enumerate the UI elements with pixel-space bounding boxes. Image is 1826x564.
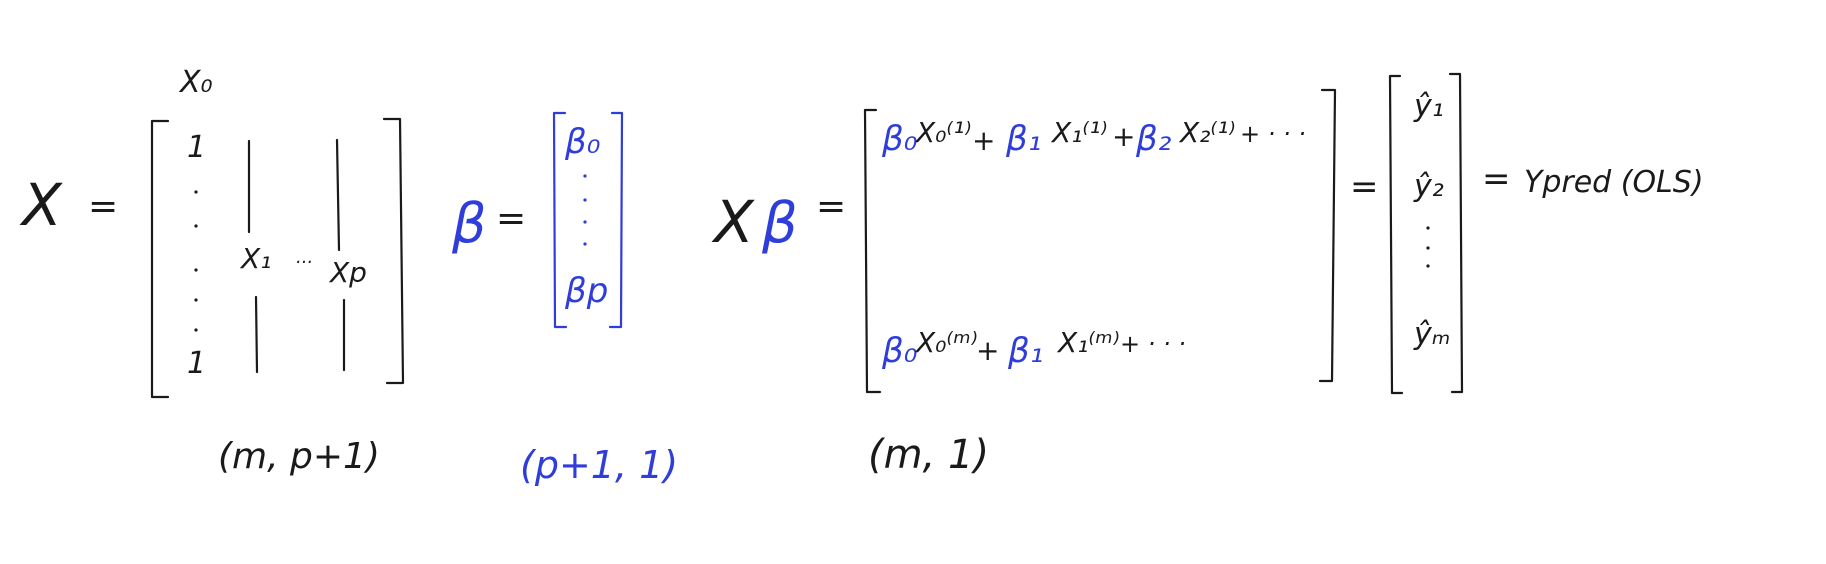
product-equals-sign: = <box>816 186 846 227</box>
x-equals-sign: = <box>88 186 118 227</box>
yhat-right-bracket <box>1448 72 1464 394</box>
row1-beta0: β₀ <box>881 119 918 159</box>
x-vertical-dots <box>194 190 198 332</box>
product-right-bracket <box>1318 88 1337 383</box>
rowm-tail: + · · · <box>1120 330 1186 358</box>
row1-beta1: β₁ <box>1005 119 1041 159</box>
ypred-equals-sign: = <box>1482 159 1511 199</box>
beta0-entry: β₀ <box>564 122 601 162</box>
product-x-symbol: X <box>711 188 755 256</box>
beta-equals-sign: = <box>496 198 526 239</box>
ypred-ols-label: Ypred (OLS) <box>1524 165 1704 200</box>
rowm-plus-1: + <box>976 334 999 367</box>
rowm-beta1: β₁ <box>1007 331 1043 371</box>
x-matrix-left-bracket <box>150 119 170 399</box>
rowm-x1: X₁⁽ᵐ⁾ <box>1056 326 1120 359</box>
beta-left-bracket <box>552 111 568 329</box>
yhat-left-bracket <box>1388 74 1404 395</box>
x-matrix-symbol: X <box>19 171 63 239</box>
yhat-2-entry: ŷ₂ <box>1413 169 1444 204</box>
xp-column-label: Xp <box>328 256 367 289</box>
row1-x1: X₁⁽¹⁾ <box>1050 116 1107 149</box>
beta-vector-symbol: β <box>451 192 486 255</box>
result-equals-sign: = <box>1350 167 1379 207</box>
yhat-m-entry: ŷₘ <box>1413 317 1450 352</box>
product-beta-symbol: β <box>761 191 798 256</box>
row1-x0: X₀⁽¹⁾ <box>914 116 971 149</box>
beta-right-bracket <box>608 111 624 329</box>
row1-plus-2: + <box>1112 120 1135 153</box>
x-column-dots: ··· <box>295 252 312 273</box>
beta-dimensions: (p+1, 1) <box>520 443 678 487</box>
product-dimensions: (m, 1) <box>868 432 989 478</box>
x-matrix-right-bracket <box>382 117 405 385</box>
beta-vertical-dots <box>583 174 587 246</box>
x-first-entry: 1 <box>187 130 206 165</box>
row1-x2: X₂⁽¹⁾ <box>1178 116 1235 149</box>
product-row-1: β₀ X₀⁽¹⁾ + β₁ X₁⁽¹⁾ + β₂ X₂⁽¹⁾ + · · · <box>881 116 1306 159</box>
yhat-vertical-dots <box>1426 226 1430 268</box>
betap-entry: βp <box>564 271 608 311</box>
row1-plus-1: + <box>972 124 995 157</box>
x1-column-line-bottom <box>254 295 259 374</box>
row1-beta2: β₂ <box>1135 119 1172 159</box>
x-dimensions: (m, p+1) <box>218 436 380 477</box>
product-row-m: β₀ X₀⁽ᵐ⁾ + β₁ X₁⁽ᵐ⁾ + · · · <box>881 326 1186 371</box>
xp-column-line-top <box>335 138 341 252</box>
rowm-x0: X₀⁽ᵐ⁾ <box>914 326 978 359</box>
x0-column-header: X₀ <box>178 65 213 100</box>
product-left-bracket <box>863 108 882 394</box>
rowm-beta0: β₀ <box>881 331 918 371</box>
yhat-1-entry: ŷ₁ <box>1413 89 1444 124</box>
x1-column-label: X₁ <box>239 242 271 275</box>
x-last-entry: 1 <box>187 346 206 381</box>
row1-tail: + · · · <box>1240 120 1306 148</box>
